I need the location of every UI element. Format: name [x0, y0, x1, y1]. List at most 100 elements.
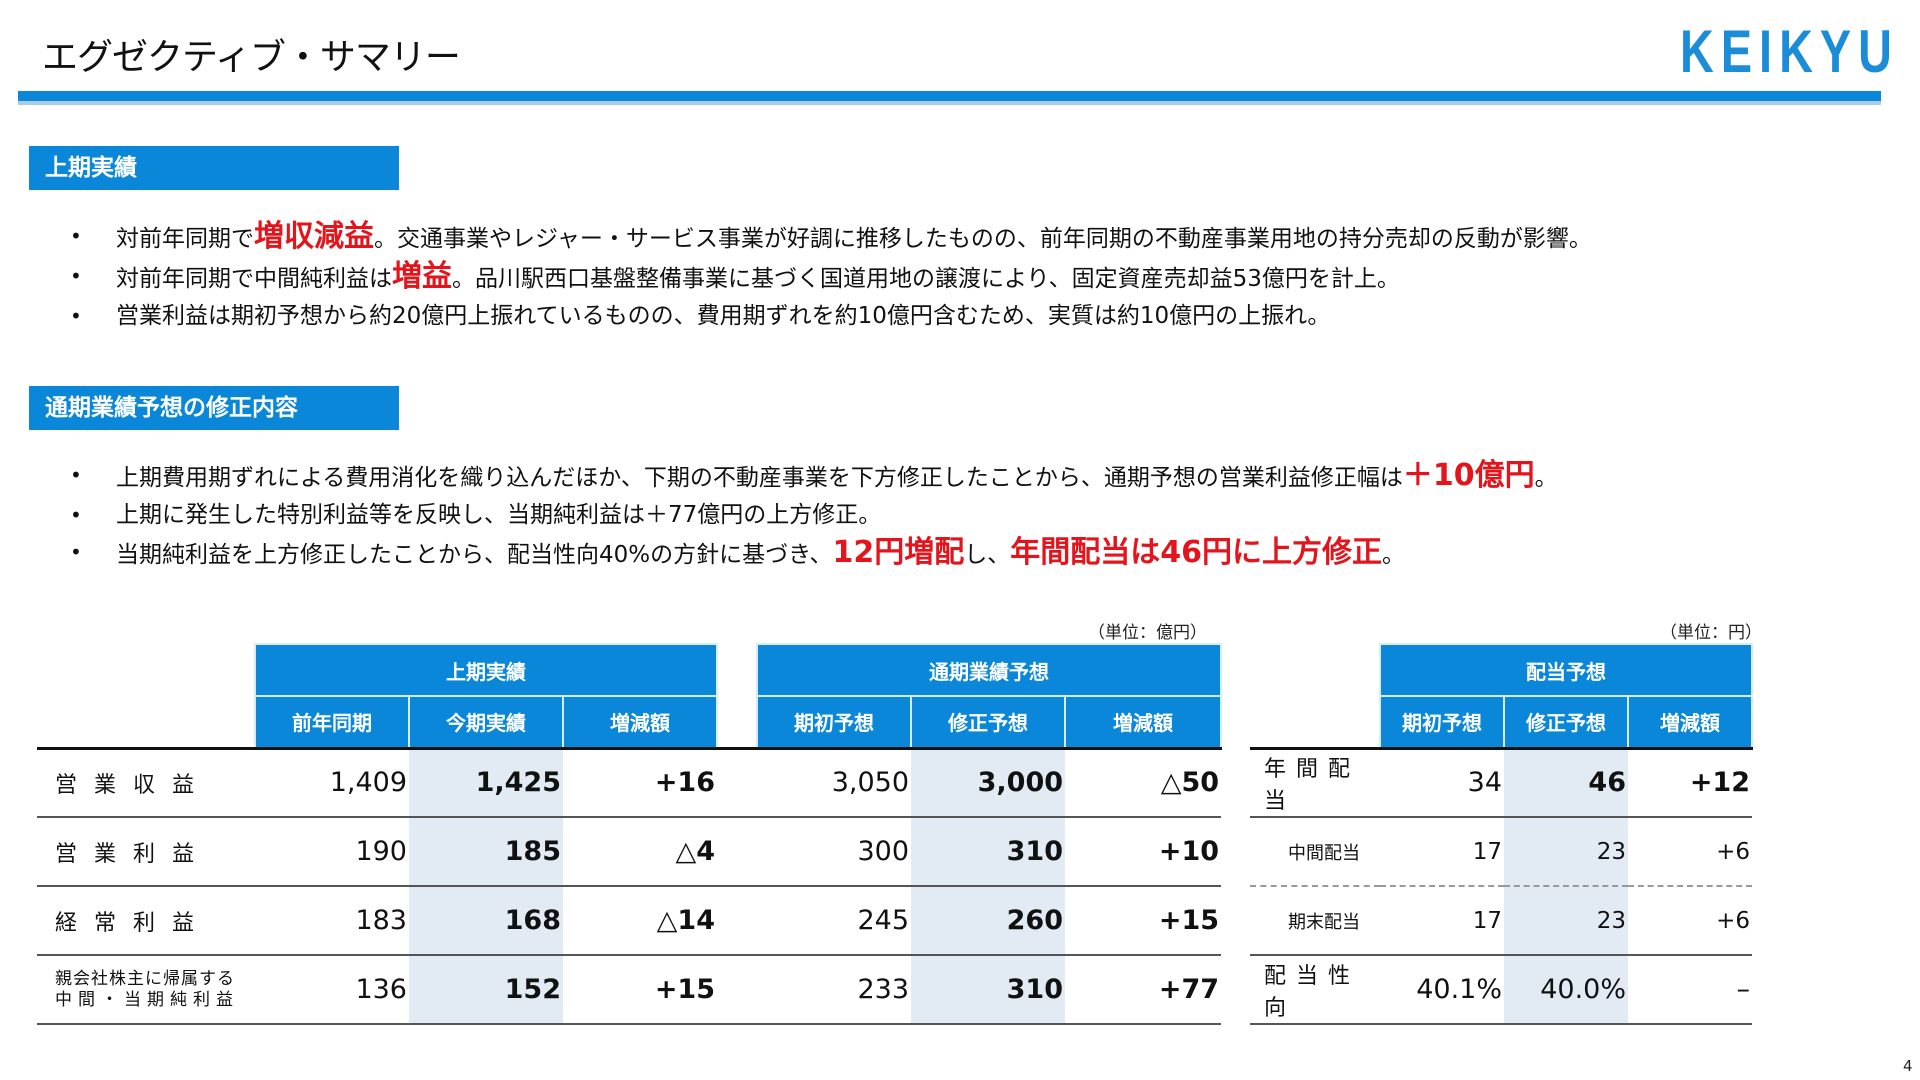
group-header-row: 上期実績 通期業績予想	[37, 643, 1223, 697]
table-row: 経常利益 183 168 △14 245 260 +15	[37, 886, 1222, 956]
table-row: 期末配当 17 23 +6	[1250, 886, 1753, 956]
column-header-row: 前年同期 今期実績 増減額 期初予想 修正予想 増減額	[37, 695, 1223, 749]
cell-value: +6	[1628, 886, 1753, 956]
cell-value: +15	[563, 955, 718, 1025]
bullet-item: 対前年同期で増収減益。交通事業やレジャー・サービス事業が好調に推移したものの、前…	[70, 218, 1592, 258]
cell-value: 1,409	[255, 746, 409, 818]
column-header-row: 期初予想 修正予想 増減額	[1250, 695, 1754, 749]
cell-value: 17	[1380, 817, 1504, 887]
cell-value: +16	[563, 746, 718, 818]
cell-value: 185	[409, 817, 563, 887]
bullet-item: 当期純利益を上方修正したことから、配当性向40%の方針に基づき、12円増配し、年…	[70, 534, 1558, 574]
row-label: 年間配当	[1250, 746, 1380, 818]
bullet-text: 対前年同期で	[116, 226, 254, 252]
bullet-item: 対前年同期で中間純利益は増益。品川駅西口基盤整備事業に基づく国道用地の譲渡により…	[70, 258, 1592, 298]
cell-value: 183	[255, 886, 409, 956]
highlight-text: 増収減益	[254, 219, 374, 254]
bullet-item: 上期費用期ずれによる費用消化を織り込んだほか、下期の不動産事業を下方修正したこと…	[70, 457, 1558, 497]
keikyu-logo: KEIKYU	[1680, 18, 1899, 85]
col-header: 増減額	[1064, 695, 1223, 749]
cell-value: 300	[757, 817, 912, 887]
group-header-row: 配当予想	[1250, 643, 1754, 697]
dividend-table: 配当予想 期初予想 修正予想 増減額 年間配当 34 46 +12 中間配当 1…	[1250, 643, 1754, 1025]
bullet-text: 。	[1534, 465, 1558, 491]
cell-value: 233	[757, 955, 912, 1025]
gap-cell	[717, 955, 758, 1025]
cell-value: △50	[1065, 746, 1222, 818]
bullet-text: 。品川駅西口基盤整備事業に基づく国道用地の譲渡により、固定資産売却益53億円を計…	[452, 266, 1400, 292]
cell-value: 310	[911, 817, 1066, 887]
cell-value: 34	[1380, 746, 1504, 818]
col-header: 修正予想	[1503, 695, 1629, 749]
gap-cell	[717, 746, 758, 818]
group-header-fy-forecast: 通期業績予想	[756, 643, 1223, 697]
cell-value: 136	[255, 955, 409, 1025]
gap-cell	[717, 886, 758, 956]
blank-cell	[37, 696, 255, 748]
bullet-text: 上期費用期ずれによる費用消化を織り込んだほか、下期の不動産事業を下方修正したこと…	[116, 465, 1403, 491]
cell-value: 245	[757, 886, 912, 956]
col-header: 今期実績	[408, 695, 564, 749]
cell-value: 40.0%	[1504, 955, 1628, 1025]
blank-cell	[1250, 696, 1380, 748]
cell-value: +15	[1065, 886, 1222, 956]
header-rule-light	[18, 101, 1881, 105]
cell-value: 17	[1380, 886, 1504, 956]
highlight-text: 増益	[392, 259, 452, 294]
group-header-h1-results: 上期実績	[253, 643, 719, 697]
row-label: 親会社株主に帰属する 中間・当期純利益	[37, 955, 255, 1025]
cell-value: +10	[1065, 817, 1222, 887]
cell-value: 23	[1504, 886, 1628, 956]
cell-value: 46	[1504, 746, 1628, 818]
col-header: 期初予想	[756, 695, 913, 749]
group-header-dividend-forecast: 配当予想	[1378, 643, 1754, 697]
highlight-text: ＋10億円	[1402, 458, 1535, 493]
bullet-text: 。	[1382, 542, 1406, 568]
cell-value: 310	[911, 955, 1066, 1025]
col-header: 増減額	[1626, 695, 1754, 749]
bullet-text: 上期に発生した特別利益等を反映し、当期純利益は＋77億円の上方修正。	[116, 502, 882, 528]
page-number: 4	[1903, 1057, 1913, 1075]
cell-value: 40.1%	[1380, 955, 1504, 1025]
section-heading-h1-results: 上期実績	[29, 146, 399, 190]
cell-value: △4	[563, 817, 718, 887]
col-header: 期初予想	[1379, 695, 1505, 749]
blank-cell	[1250, 644, 1380, 696]
gap-cell	[717, 817, 758, 887]
highlight-text: 年間配当は46円に上方修正	[1010, 535, 1383, 570]
blank-cell	[717, 644, 757, 696]
cell-value: 23	[1504, 817, 1628, 887]
row-label-line: 親会社株主に帰属する	[55, 968, 235, 989]
col-header: 修正予想	[910, 695, 1067, 749]
blank-cell	[717, 696, 757, 748]
row-label: 中間配当	[1250, 817, 1380, 887]
bullet-item: 営業利益は期初予想から約20億円上振れているものの、費用期ずれを約10億円含むた…	[70, 298, 1592, 335]
table-row: 配当性向 40.1% 40.0% –	[1250, 955, 1753, 1025]
unit-label-oku-yen: （単位：億円）	[1088, 623, 1207, 643]
cell-value: 3,050	[757, 746, 912, 818]
row-label: 期末配当	[1250, 886, 1380, 956]
page-title: エグゼクティブ・サマリー	[42, 37, 461, 78]
highlight-text: 12円増配	[832, 535, 965, 570]
bullet-text: 。交通事業やレジャー・サービス事業が好調に推移したものの、前年同期の不動産事業用…	[374, 226, 1592, 252]
cell-value: 260	[911, 886, 1066, 956]
unit-label-yen: （単位：円）	[1660, 623, 1762, 643]
cell-value: △14	[563, 886, 718, 956]
bullet-text: 対前年同期で中間純利益は	[116, 266, 392, 292]
row-label-line: 中間・当期純利益	[55, 989, 239, 1010]
table-row: 営業収益 1,409 1,425 +16 3,050 3,000 △50	[37, 746, 1222, 818]
header-rule	[18, 91, 1881, 101]
bullet-text: し、	[964, 542, 1011, 568]
cell-value: 1,425	[409, 746, 563, 818]
table-row: 営業利益 190 185 △4 300 310 +10	[37, 817, 1222, 887]
row-label: 配当性向	[1250, 955, 1380, 1025]
blank-cell	[37, 644, 255, 696]
h1-results-bullets: 対前年同期で増収減益。交通事業やレジャー・サービス事業が好調に推移したものの、前…	[70, 218, 1592, 335]
cell-value: 152	[409, 955, 563, 1025]
table-row: 年間配当 34 46 +12	[1250, 746, 1753, 818]
table-row: 中間配当 17 23 +6	[1250, 817, 1753, 887]
cell-value: 190	[255, 817, 409, 887]
section-heading-forecast-revision: 通期業績予想の修正内容	[29, 386, 399, 430]
row-label: 営業収益	[37, 746, 255, 818]
bullet-text: 当期純利益を上方修正したことから、配当性向40%の方針に基づき、	[116, 542, 833, 568]
